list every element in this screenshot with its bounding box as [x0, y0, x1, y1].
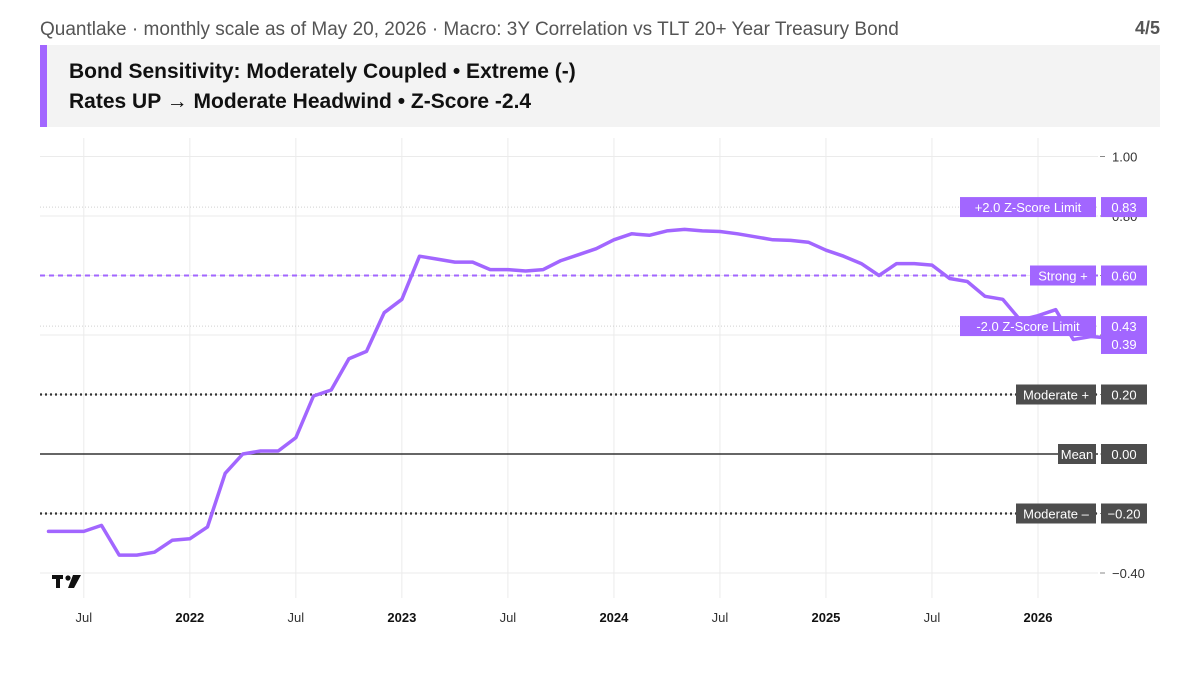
label-badge [960, 197, 1096, 218]
label-badge-text: -2.0 Z-Score Limit [976, 319, 1080, 334]
price-badge: -2.0 Z-Score Limit 0.43 [960, 316, 1147, 337]
price-badge: Moderate – −0.20 [1016, 503, 1147, 524]
value-badge-text: 0.39 [1111, 337, 1136, 352]
summary-header-panel: Bond Sensitivity: Moderately Coupled • E… [40, 45, 1160, 127]
summary-line-rates: Rates UP → Moderate Headwind • Z-Score -… [69, 90, 532, 113]
value-badge [1101, 316, 1147, 337]
x-tick-label: 2025 [811, 610, 840, 625]
y-tick-label: −0.40 [1112, 566, 1145, 581]
label-badge-text: +2.0 Z-Score Limit [975, 200, 1082, 215]
price-badge: Moderate + 0.20 [1016, 384, 1147, 405]
label-badge [1058, 444, 1096, 464]
value-badge [1101, 197, 1147, 218]
last-value-badge: 0.39 [1101, 333, 1147, 354]
page-indicator: 4/5 [1134, 18, 1160, 38]
value-badge [1101, 384, 1147, 405]
reference-lines [40, 206, 1098, 515]
value-badge [1101, 444, 1147, 464]
x-tick-label: Jul [500, 610, 517, 625]
price-badge: +2.0 Z-Score Limit 0.83 [960, 197, 1147, 218]
label-badge-text: Strong + [1038, 269, 1088, 284]
value-badge-text: 0.60 [1111, 269, 1136, 284]
value-badge-text: 0.00 [1111, 447, 1136, 462]
summary-line-sensitivity: Bond Sensitivity: Moderately Coupled • E… [69, 60, 576, 83]
price-scale-badges: +2.0 Z-Score Limit 0.83 Strong + 0.60 -2.0 Z… [960, 197, 1147, 524]
label-badge [1016, 384, 1096, 405]
value-badge-text: 0.83 [1111, 200, 1136, 215]
value-badge [1101, 333, 1147, 354]
price-badge: Strong + 0.60 [1030, 265, 1147, 286]
x-tick-label: Jul [288, 610, 305, 625]
x-axis: Jul 2022 Jul 2023 Jul 2024 Jul 2025 Jul 2026 [75, 610, 1052, 625]
y-tick-label: 1.00 [1112, 150, 1137, 165]
label-badge [1016, 503, 1096, 524]
label-badge-text: Moderate – [1023, 507, 1090, 522]
value-badge [1101, 265, 1147, 286]
label-badge-text: Mean [1061, 447, 1094, 462]
tradingview-logo-icon[interactable] [52, 575, 81, 588]
x-tick-label: 2023 [387, 610, 416, 625]
value-badge-text: −0.20 [1108, 507, 1141, 522]
label-badge [1030, 265, 1096, 286]
correlation-series-line [46, 227, 1111, 557]
value-badge-text: 0.43 [1111, 319, 1136, 334]
chart-source-title: Quantlake · monthly scale as of May 20, … [40, 19, 899, 40]
x-tick-label: 2026 [1024, 610, 1053, 625]
x-tick-label: Jul [75, 610, 92, 625]
label-badge [960, 316, 1096, 337]
value-badge [1101, 503, 1147, 524]
price-badge: Mean 0.00 [1058, 444, 1147, 464]
label-badge-text: Moderate + [1023, 388, 1089, 403]
x-tick-label: Jul [712, 610, 729, 625]
value-badge-text: 0.20 [1111, 388, 1136, 403]
x-tick-label: Jul [924, 610, 941, 625]
x-tick-label: 2024 [599, 610, 629, 625]
series-layer [46, 227, 1111, 557]
x-tick-label: 2022 [175, 610, 204, 625]
